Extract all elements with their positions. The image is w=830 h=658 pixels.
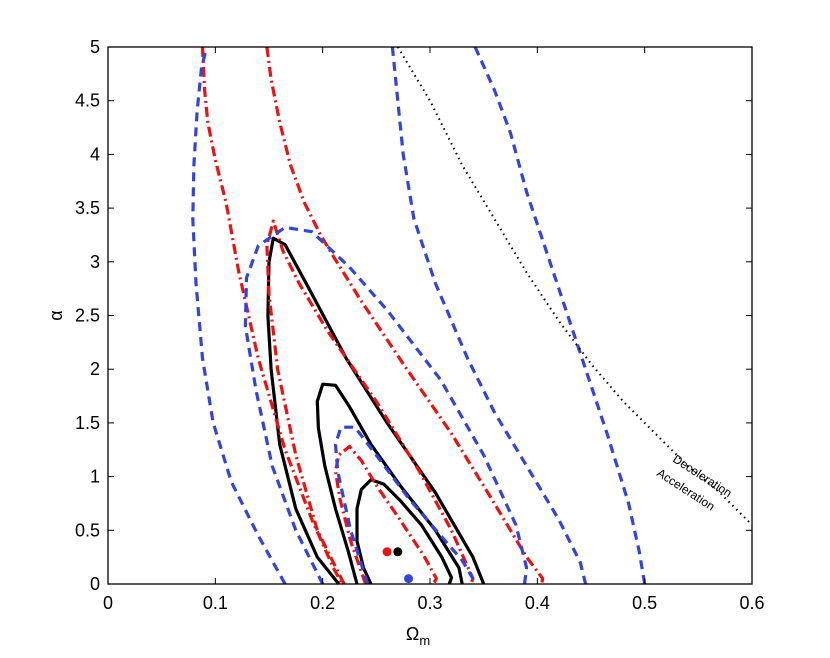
y-tick-label: 0.5 [75, 520, 100, 540]
y-tick-label: 2 [90, 359, 100, 379]
contour-solid-0 [355, 478, 454, 585]
contour-dashed-4 [473, 46, 647, 585]
y-tick-label: 1.5 [75, 413, 100, 433]
axes-box [107, 46, 753, 585]
x-tick-label: 0.5 [632, 593, 657, 613]
y-tick-label: 1 [90, 467, 100, 487]
x-axis-label: Ωm [406, 624, 430, 648]
y-tick-label: 4.5 [75, 91, 100, 111]
x-tick-label: 0.1 [203, 593, 228, 613]
contour-dashed-3 [390, 46, 588, 585]
best-fit-point-0 [382, 547, 392, 557]
x-tick-label: 0.6 [739, 593, 764, 613]
contour-dashdot-1 [265, 219, 475, 585]
y-tick-label: 0 [90, 574, 100, 594]
contour-solid-1 [315, 382, 464, 585]
contour-dashdot-0 [333, 444, 438, 585]
contour-dashdot-2 [200, 46, 344, 585]
best-fit-point-2 [404, 574, 414, 584]
x-tick-label: 0 [103, 593, 113, 613]
contour-dashed-1 [243, 225, 529, 585]
y-tick-label: 3 [90, 252, 100, 272]
ticks: 0 0.1 0.2 0.3 0.4 0.5 0.6 0 0.5 1 1.5 2 2.5 3 3.5 4 4.5 5 [75, 37, 765, 613]
x-tick-label: 0.3 [417, 593, 442, 613]
best-fit-point-1 [393, 547, 403, 557]
contour-dashed-2 [191, 46, 287, 585]
y-tick-label: 3.5 [75, 198, 100, 218]
y-tick-label: 5 [90, 37, 100, 57]
contour-dashed-0 [333, 425, 475, 585]
y-tick-label: 4 [90, 144, 100, 164]
x-axis-label-subscript: m [419, 633, 430, 648]
x-axis-label-main: Ω [406, 624, 419, 644]
x-tick-label: 0.2 [310, 593, 335, 613]
y-axis-label: α [46, 310, 66, 320]
contour-dotted-0 [396, 46, 753, 526]
x-tick-label: 0.4 [525, 593, 550, 613]
y-tick-label: 2.5 [75, 306, 100, 326]
plot-marks [191, 46, 753, 585]
